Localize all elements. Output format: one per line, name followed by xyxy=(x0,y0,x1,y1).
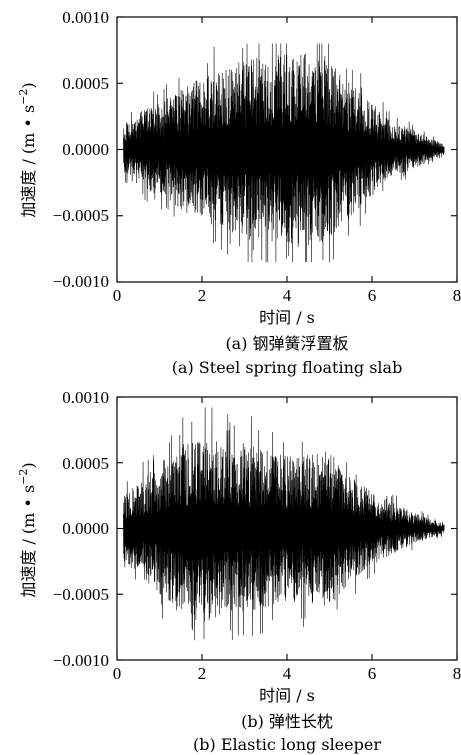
panel-a-y-axis-label-exp: −2 xyxy=(17,89,30,105)
panel-a: 0.0010 0.0005 0.0000 −0.0005 −0.0010 0 2… xyxy=(17,8,461,377)
panel-b-ytick-3: −0.0005 xyxy=(53,585,109,604)
panel-b-acceleration-series xyxy=(123,407,445,641)
panel-b-y-axis-label-exp: −2 xyxy=(17,469,30,485)
panel-a-ytick-1: 0.0005 xyxy=(62,74,109,93)
panel-b-ytick-4: −0.0010 xyxy=(53,651,109,670)
panel-a-ytick-0: 0.0010 xyxy=(62,8,109,27)
panel-a-acceleration-series xyxy=(123,43,445,263)
panel-a-caption-cn: (a) 钢弹簧浮置板 xyxy=(225,334,348,353)
panel-a-y-axis-label: 加速度 / (m • s−2) xyxy=(17,82,38,217)
panel-a-xtick-3: 6 xyxy=(368,286,377,305)
panel-b-xtick-0: 0 xyxy=(113,664,122,683)
panel-a-xtick-4: 8 xyxy=(453,286,461,305)
panel-b-ticks xyxy=(116,396,458,661)
panel-a-x-axis-label: 时间 / s xyxy=(259,308,315,327)
panel-b-xtick-3: 6 xyxy=(368,664,377,683)
panel-b: 0.0010 0.0005 0.0000 −0.0005 −0.0010 0 2… xyxy=(17,388,461,754)
panel-a-caption-en: (a) Steel spring floating slab xyxy=(172,358,403,377)
panel-b-y-axis-label-main: 加速度 / (m • s xyxy=(19,485,38,598)
panel-a-ytick-2: 0.0000 xyxy=(62,140,109,159)
panel-b-y-axis-label: 加速度 / (m • s−2) xyxy=(17,462,38,597)
panel-a-y-axis-label-close: ) xyxy=(19,82,38,88)
panel-b-caption-en: (b) Elastic long sleeper xyxy=(193,735,381,754)
panel-b-ytick-0: 0.0010 xyxy=(62,388,109,407)
panel-a-xtick-2: 4 xyxy=(283,286,292,305)
panel-b-ytick-1: 0.0005 xyxy=(62,454,109,473)
panel-b-signal xyxy=(123,407,445,641)
panel-a-ytick-4: −0.0010 xyxy=(53,272,109,291)
panel-a-signal xyxy=(123,43,445,263)
panel-b-xtick-2: 4 xyxy=(283,664,292,683)
panel-a-xtick-1: 2 xyxy=(198,286,207,305)
panel-a-xtick-0: 0 xyxy=(113,286,122,305)
panel-b-ytick-2: 0.0000 xyxy=(62,519,109,538)
panel-b-xtick-4: 8 xyxy=(453,664,461,683)
panel-b-x-axis-label: 时间 / s xyxy=(259,686,315,705)
panel-a-ytick-3: −0.0005 xyxy=(53,206,109,225)
panel-b-caption-cn: (b) 弹性长枕 xyxy=(241,712,333,731)
panel-a-y-axis-label-main: 加速度 / (m • s xyxy=(19,105,38,218)
panel-b-y-axis-label-close: ) xyxy=(19,462,38,468)
panel-a-ticks xyxy=(116,16,458,283)
panel-b-xtick-1: 2 xyxy=(198,664,207,683)
